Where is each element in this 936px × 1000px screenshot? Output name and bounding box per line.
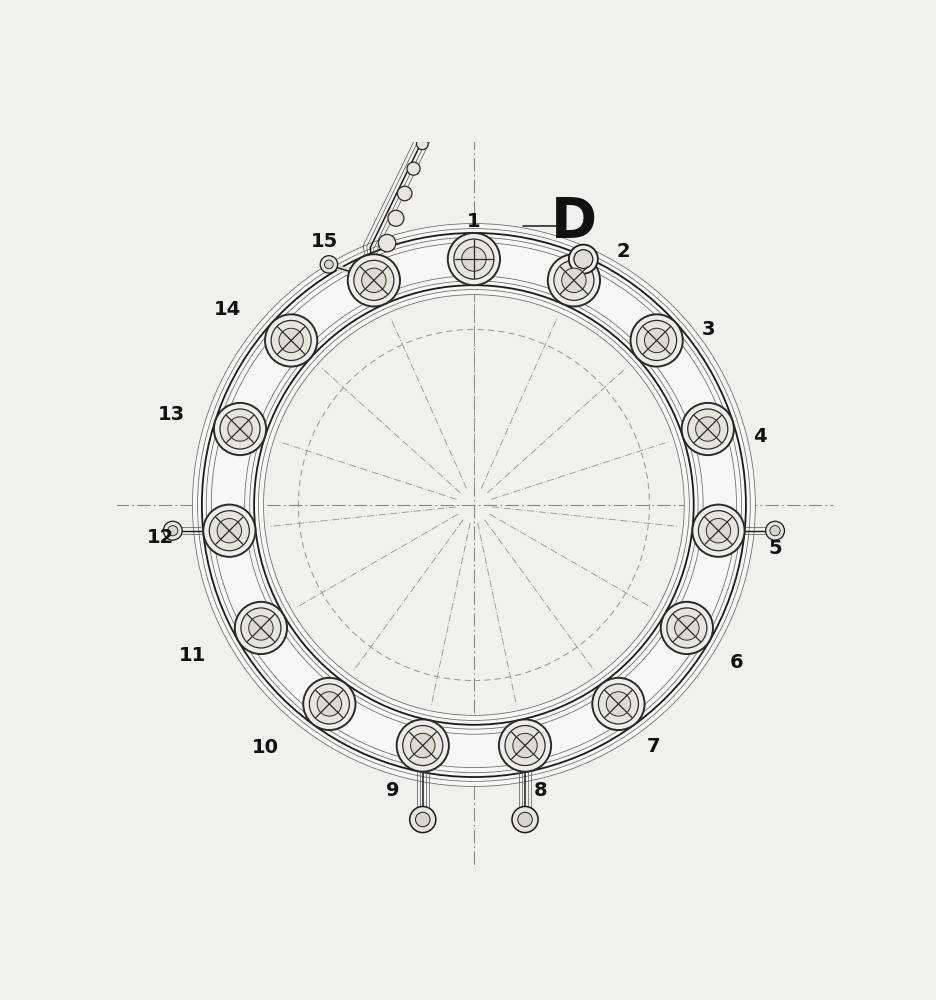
Circle shape <box>417 65 436 84</box>
Circle shape <box>309 684 349 724</box>
Text: 15: 15 <box>311 232 338 251</box>
Circle shape <box>447 233 500 285</box>
Circle shape <box>770 526 780 536</box>
Circle shape <box>303 678 356 730</box>
Text: 14: 14 <box>213 300 241 319</box>
Text: 2: 2 <box>617 242 630 261</box>
Circle shape <box>695 417 720 441</box>
Circle shape <box>548 254 600 306</box>
Circle shape <box>203 505 256 557</box>
Circle shape <box>168 526 178 536</box>
Circle shape <box>675 616 699 640</box>
Circle shape <box>378 234 396 252</box>
Circle shape <box>569 245 598 274</box>
Circle shape <box>631 314 682 367</box>
Circle shape <box>220 409 260 449</box>
Text: 12: 12 <box>147 528 174 547</box>
Circle shape <box>666 608 707 648</box>
Circle shape <box>241 608 281 648</box>
Circle shape <box>454 239 494 279</box>
Circle shape <box>512 806 538 833</box>
Circle shape <box>320 256 338 273</box>
Text: 11: 11 <box>179 646 206 665</box>
Circle shape <box>518 812 533 827</box>
Circle shape <box>562 268 586 293</box>
Circle shape <box>574 250 592 269</box>
Circle shape <box>693 505 744 557</box>
Circle shape <box>325 260 333 269</box>
Circle shape <box>607 692 631 716</box>
Circle shape <box>411 733 435 758</box>
Circle shape <box>417 138 428 150</box>
Circle shape <box>410 806 436 833</box>
Circle shape <box>397 719 449 772</box>
Circle shape <box>271 320 311 360</box>
Circle shape <box>398 186 412 201</box>
Circle shape <box>217 519 241 543</box>
Circle shape <box>688 409 728 449</box>
Circle shape <box>636 320 677 360</box>
Circle shape <box>645 328 669 353</box>
Circle shape <box>420 105 433 118</box>
Text: 8: 8 <box>534 781 548 800</box>
Circle shape <box>279 328 303 353</box>
Text: 10: 10 <box>252 738 279 757</box>
Circle shape <box>354 260 394 300</box>
Circle shape <box>416 100 438 122</box>
Circle shape <box>513 733 537 758</box>
Text: 7: 7 <box>647 737 660 756</box>
Circle shape <box>421 69 432 81</box>
Circle shape <box>416 812 430 827</box>
Circle shape <box>661 602 713 654</box>
Circle shape <box>461 247 486 271</box>
Circle shape <box>163 521 183 540</box>
Circle shape <box>766 521 784 540</box>
Text: 1: 1 <box>467 212 481 231</box>
Circle shape <box>210 511 249 551</box>
Text: 5: 5 <box>768 539 782 558</box>
Circle shape <box>707 519 731 543</box>
Circle shape <box>388 210 404 226</box>
Circle shape <box>681 403 734 455</box>
Circle shape <box>317 692 342 716</box>
Text: 9: 9 <box>386 781 399 800</box>
Circle shape <box>411 95 443 127</box>
Text: 4: 4 <box>753 427 767 446</box>
Circle shape <box>361 268 386 293</box>
Circle shape <box>698 511 739 551</box>
Circle shape <box>402 726 443 766</box>
Circle shape <box>499 719 551 772</box>
Circle shape <box>505 726 545 766</box>
Circle shape <box>407 162 420 175</box>
Circle shape <box>598 684 638 724</box>
Text: 13: 13 <box>157 405 184 424</box>
Circle shape <box>227 417 252 441</box>
Polygon shape <box>193 224 754 786</box>
Circle shape <box>412 60 441 89</box>
Circle shape <box>214 403 266 455</box>
Text: 3: 3 <box>702 320 716 339</box>
Circle shape <box>369 259 388 277</box>
Circle shape <box>249 616 273 640</box>
Circle shape <box>235 602 287 654</box>
Circle shape <box>554 260 594 300</box>
Text: D: D <box>551 195 597 249</box>
Circle shape <box>592 678 645 730</box>
Circle shape <box>348 254 400 306</box>
Circle shape <box>265 314 317 367</box>
Text: 6: 6 <box>729 653 743 672</box>
